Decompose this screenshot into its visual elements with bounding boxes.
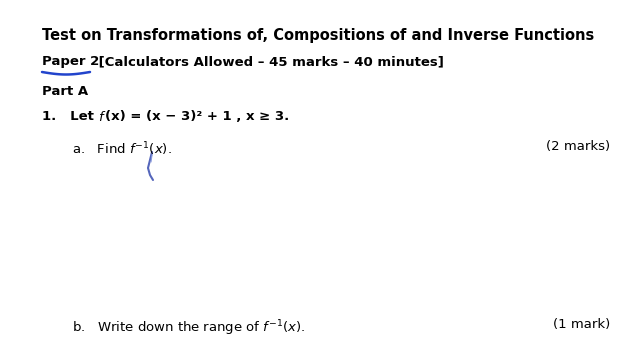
Text: a.   Find $f^{-1}(x)$.: a. Find $f^{-1}(x)$.	[72, 140, 172, 158]
Text: Test on Transformations of, Compositions of and Inverse Functions: Test on Transformations of, Compositions…	[42, 28, 595, 43]
Text: 1.   Let: 1. Let	[42, 110, 99, 123]
Text: Paper 2: Paper 2	[42, 55, 99, 68]
Text: (1 mark): (1 mark)	[553, 318, 610, 331]
Text: b.   Write down the range of $f^{-1}(x)$.: b. Write down the range of $f^{-1}(x)$.	[72, 318, 305, 338]
Text: $f$: $f$	[98, 110, 106, 124]
Text: Part A: Part A	[42, 85, 88, 98]
Text: (2 marks): (2 marks)	[546, 140, 610, 153]
Text: [Calculators Allowed – 45 marks – 40 minutes]: [Calculators Allowed – 45 marks – 40 min…	[94, 55, 444, 68]
Text: (x) = (x − 3)² + 1 , x ≥ 3.: (x) = (x − 3)² + 1 , x ≥ 3.	[105, 110, 289, 123]
